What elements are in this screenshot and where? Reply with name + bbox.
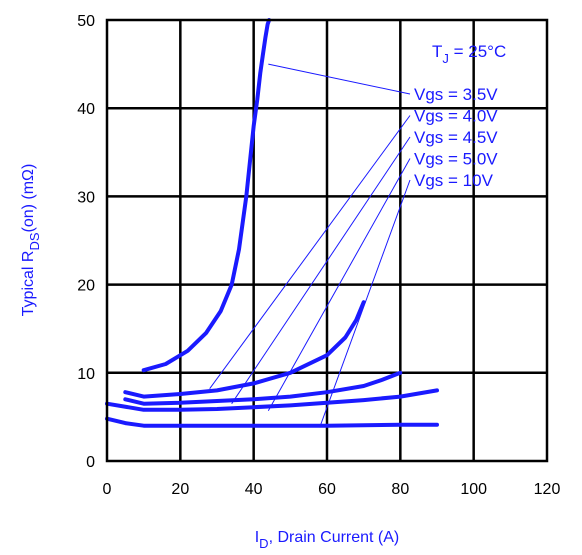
legend-label: Vgs = 10V [414, 171, 494, 190]
legend-label: Vgs = 3.5V [414, 85, 498, 104]
y-tick-label: 40 [77, 101, 95, 118]
leader-lines [209, 63, 411, 428]
y-tick-label: 20 [77, 278, 95, 295]
tj-annotation: TJ = 25°C [432, 42, 506, 66]
series-line [105, 416, 439, 428]
plot-frame [105, 18, 549, 463]
x-tick-label: 100 [460, 481, 487, 498]
leader-line [268, 63, 411, 95]
x-tick-label: 0 [103, 481, 112, 498]
legend: Vgs = 3.5V Vgs = 4.0V Vgs = 4.5V Vgs = 5.0V… [414, 85, 498, 190]
tick-labels: 0 20 40 60 80 100 120 0 10 20 30 40 50 [77, 13, 560, 498]
x-tick-label: 120 [534, 481, 561, 498]
series-line [123, 300, 366, 399]
leader-line [231, 136, 411, 404]
grid [107, 20, 547, 461]
legend-label: Vgs = 5.0V [414, 150, 498, 169]
legend-label: Vgs = 4.5V [414, 128, 498, 147]
series-line [141, 18, 272, 373]
x-tick-label: 80 [391, 481, 409, 498]
x-axis-label: ID, Drain Current (A) [255, 529, 400, 551]
series-line [123, 370, 403, 406]
x-tick-label: 60 [318, 481, 336, 498]
x-tick-label: 20 [171, 481, 189, 498]
curves [105, 18, 439, 428]
y-tick-label: 10 [77, 366, 95, 383]
y-tick-label: 50 [77, 13, 95, 30]
y-tick-label: 0 [86, 454, 95, 471]
series-line [105, 388, 439, 412]
leader-line [319, 179, 411, 428]
leader-line [209, 115, 411, 389]
leader-line [267, 158, 411, 411]
legend-label: Vgs = 4.0V [414, 107, 498, 126]
x-tick-label: 40 [245, 481, 263, 498]
y-axis-label: Typical RDS(on) (mΩ) [20, 164, 42, 317]
y-tick-label: 30 [77, 189, 95, 206]
